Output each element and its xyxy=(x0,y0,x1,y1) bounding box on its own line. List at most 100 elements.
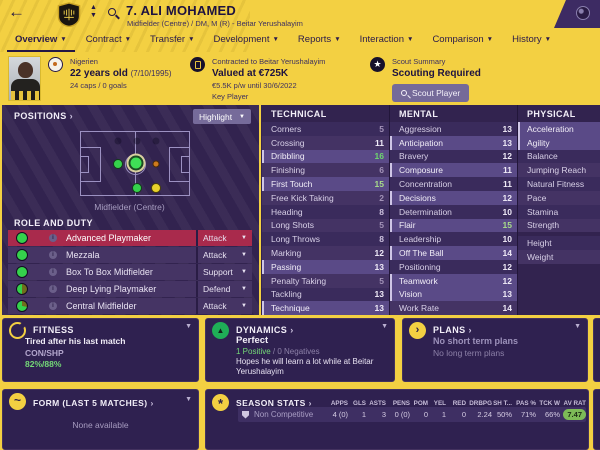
chevron-down-icon[interactable]: ▼ xyxy=(574,323,581,330)
attribute-row-pace[interactable]: Pace xyxy=(518,190,600,205)
column-separator xyxy=(517,105,518,315)
tab-transfer[interactable]: Transfer ▼ xyxy=(142,28,202,52)
dynamics-title[interactable]: DYNAMICS › xyxy=(236,325,294,335)
attribute-row-anticipation[interactable]: Anticipation 13 xyxy=(390,135,517,150)
stats-column-header[interactable]: RED xyxy=(452,400,466,407)
attribute-row-balance[interactable]: Balance xyxy=(518,149,600,164)
role-duty-dropdown[interactable]: Attack ▼ xyxy=(196,298,252,314)
stats-column-header[interactable]: PAS % xyxy=(516,400,536,407)
role-info-icon[interactable]: i xyxy=(49,302,57,310)
attribute-row-strength[interactable]: Strength xyxy=(518,218,600,233)
role-row-advanced-playmaker[interactable]: i Advanced Playmaker Attack ▼ xyxy=(8,230,252,246)
attribute-row-positioning[interactable]: Positioning 12 xyxy=(390,259,517,274)
back-button[interactable]: ← xyxy=(8,2,25,21)
position-dot-amr[interactable] xyxy=(151,183,161,193)
stats-column-header[interactable]: TCK W xyxy=(539,400,560,407)
position-dot-mr[interactable] xyxy=(132,183,142,193)
dynamics-positives[interactable]: 1 Positive xyxy=(236,347,271,356)
role-info-icon[interactable]: i xyxy=(49,285,57,293)
attribute-row-crossing[interactable]: Crossing 11 xyxy=(262,135,389,150)
season-stats-title[interactable]: SEASON STATS › xyxy=(236,398,312,408)
position-caption: Midfielder (Centre) xyxy=(94,202,165,212)
attribute-row-technique[interactable]: Technique 13 xyxy=(262,301,389,315)
attribute-row-weight[interactable]: Weight xyxy=(518,250,600,264)
attribute-row-penalty-taking[interactable]: Penalty Taking 5 xyxy=(262,273,389,288)
role-info-icon[interactable]: i xyxy=(49,234,57,242)
attribute-row-corners[interactable]: Corners 5 xyxy=(262,122,389,136)
attribute-row-long-shots[interactable]: Long Shots 5 xyxy=(262,218,389,233)
tab-interaction[interactable]: Interaction ▼ xyxy=(352,28,422,52)
attribute-row-flair[interactable]: Flair 15 xyxy=(390,218,517,233)
role-row-mezzala[interactable]: i Mezzala Attack ▼ xyxy=(8,247,252,263)
attribute-row-leadership[interactable]: Leadership 10 xyxy=(390,232,517,247)
tab-history[interactable]: History ▼ xyxy=(504,28,559,52)
stats-column-header[interactable]: DRBPG xyxy=(469,400,492,407)
stats-column-header[interactable]: ASTS xyxy=(369,400,386,407)
attribute-row-composure[interactable]: Composure 11 xyxy=(390,163,517,178)
stats-column-header[interactable]: POM xyxy=(413,400,428,407)
attribute-row-work-rate[interactable]: Work Rate 14 xyxy=(390,301,517,315)
attribute-row-free-kick-taking[interactable]: Free Kick Taking 2 xyxy=(262,190,389,205)
chevron-down-icon[interactable]: ▼ xyxy=(185,396,192,403)
attribute-row-teamwork[interactable]: Teamwork 12 xyxy=(390,273,517,288)
attribute-row-off-the-ball[interactable]: Off The Ball 14 xyxy=(390,246,517,260)
stats-column-header[interactable]: SH T... xyxy=(493,400,512,407)
scout-player-button[interactable]: Scout Player xyxy=(392,84,470,102)
attribute-label: Technique xyxy=(271,303,310,314)
attribute-row-acceleration[interactable]: Acceleration xyxy=(518,122,600,136)
role-row-central-midfielder[interactable]: i Central Midfielder Attack ▼ xyxy=(8,298,252,314)
attribute-row-first-touch[interactable]: First Touch 15 xyxy=(262,177,389,191)
highlight-dropdown[interactable]: Highlight ▼ xyxy=(193,109,251,124)
fm-logo-icon[interactable] xyxy=(576,6,590,20)
player-cycle-buttons[interactable]: ▲ ▼ xyxy=(90,4,97,20)
attribute-row-bravery[interactable]: Bravery 12 xyxy=(390,149,517,164)
role-duty-dropdown[interactable]: Attack ▼ xyxy=(196,230,252,246)
search-icon[interactable] xyxy=(108,8,116,16)
stats-column-header[interactable]: GLS xyxy=(353,400,366,407)
position-dot-dm[interactable] xyxy=(113,159,123,169)
tab-overview[interactable]: Overview ▼ xyxy=(7,28,75,52)
attribute-row-concentration[interactable]: Concentration 11 xyxy=(390,177,517,191)
plans-title[interactable]: PLANS › xyxy=(433,325,472,335)
dynamics-negatives[interactable]: 0 Negatives xyxy=(277,347,320,356)
chevron-down-icon[interactable]: ▼ xyxy=(185,323,192,330)
stats-column-header[interactable]: YEL xyxy=(433,400,446,407)
attribute-row-tackling[interactable]: Tackling 13 xyxy=(262,287,389,302)
stats-column-header[interactable]: APPS xyxy=(330,400,348,407)
chevron-down-icon[interactable]: ▼ xyxy=(381,323,388,330)
role-row-deep-lying-playmaker[interactable]: i Deep Lying Playmaker Defend ▼ xyxy=(8,281,252,297)
attribute-row-decisions[interactable]: Decisions 12 xyxy=(390,190,517,205)
stats-column-header[interactable]: AV RAT xyxy=(563,400,586,407)
position-dot-amc[interactable] xyxy=(152,160,160,168)
attribute-row-vision[interactable]: Vision 13 xyxy=(390,287,517,302)
stats-column-header[interactable]: PENS xyxy=(392,400,410,407)
stats-row-name[interactable]: Non Competitive xyxy=(238,407,322,422)
attribute-row-jumping-reach[interactable]: Jumping Reach xyxy=(518,163,600,178)
role-info-icon[interactable]: i xyxy=(49,251,57,259)
attribute-row-height[interactable]: Height xyxy=(518,236,600,251)
role-duty-dropdown[interactable]: Defend ▼ xyxy=(196,281,252,297)
attribute-row-agility[interactable]: Agility xyxy=(518,135,600,150)
attribute-row-determination[interactable]: Determination 10 xyxy=(390,204,517,219)
tab-reports[interactable]: Reports ▼ xyxy=(290,28,349,52)
role-row-box-to-box-midfielder[interactable]: i Box To Box Midfielder Support ▼ xyxy=(8,264,252,280)
attribute-row-aggression[interactable]: Aggression 13 xyxy=(390,122,517,136)
positions-header[interactable]: POSITIONS › xyxy=(14,111,74,121)
role-duty-dropdown[interactable]: Support ▼ xyxy=(196,264,252,280)
attribute-row-long-throws[interactable]: Long Throws 8 xyxy=(262,232,389,247)
attribute-row-heading[interactable]: Heading 8 xyxy=(262,204,389,219)
attribute-row-dribbling[interactable]: Dribbling 16 xyxy=(262,149,389,164)
position-dot-mc-selected[interactable] xyxy=(128,155,144,171)
attribute-row-marking[interactable]: Marking 12 xyxy=(262,246,389,260)
attribute-row-finishing[interactable]: Finishing 6 xyxy=(262,163,389,178)
tab-comparison[interactable]: Comparison ▼ xyxy=(424,28,501,52)
tab-contract[interactable]: Contract ▼ xyxy=(78,28,139,52)
attribute-row-stamina[interactable]: Stamina xyxy=(518,204,600,219)
attribute-label: Marking xyxy=(271,248,302,259)
role-info-icon[interactable]: i xyxy=(49,268,57,276)
attribute-row-natural-fitness[interactable]: Natural Fitness xyxy=(518,177,600,191)
tab-development[interactable]: Development ▼ xyxy=(206,28,287,52)
role-duty-dropdown[interactable]: Attack ▼ xyxy=(196,247,252,263)
form-title[interactable]: FORM (LAST 5 MATCHES) › xyxy=(33,398,154,408)
attribute-row-passing[interactable]: Passing 13 xyxy=(262,259,389,274)
